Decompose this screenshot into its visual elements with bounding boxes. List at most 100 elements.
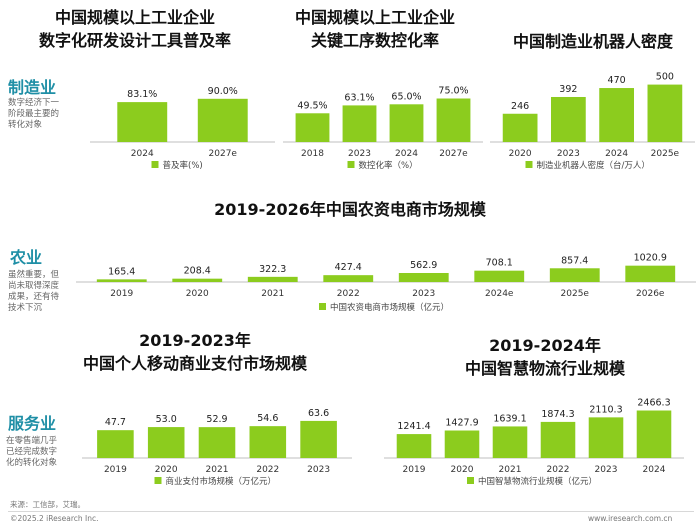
chart-c6: 1241.4 2019 1427.9 2020 1639.1 2021 1874.3 2022… [384,398,684,487]
chart-title-c3: 中国制造业机器人密度 [512,32,673,51]
chart-title-c5: 2019-2023年 中国个人移动商业支付市场规模 [82,331,307,373]
c4-data-label-3: 427.4 [335,262,362,273]
c6-category-label-3: 2022 [547,465,570,475]
c6-bar-5 [636,410,672,458]
c4-bar-0 [96,279,147,282]
c4-category-label-6: 2025e [561,289,590,299]
chart-c4: 165.4 2019 208.4 2020 322.3 2021 427.4 2022 562.… [76,253,696,313]
c2-bar-1 [342,105,377,142]
c2-category-label-0: 2018 [301,149,324,159]
c3-data-label-3: 500 [656,72,674,83]
c2-data-label-0: 49.5% [297,100,327,111]
c4-bar-6 [549,268,600,282]
c6-category-label-4: 2023 [595,465,618,475]
c5-category-label-3: 2022 [256,465,279,475]
c6-data-label-2: 1639.1 [493,413,526,424]
section-desc-services: 在零售端几乎 已经完成数字 化的转化对象 [6,436,58,468]
c2-bar-0 [295,113,330,142]
c6-category-label-0: 2019 [403,465,426,475]
c5-data-label-1: 53.0 [156,414,177,425]
footer-copyright: ©2025.2 iResearch Inc. [10,514,99,523]
c4-data-label-5: 708.1 [486,258,513,269]
c6-bar-1 [444,430,480,458]
c1-legend-label: 普及率(%) [163,160,203,171]
c6-bar-4 [588,417,624,458]
c6-data-label-4: 2110.3 [589,404,622,415]
footer-source: 来源：工信部，艾瑞。 [10,500,85,509]
c3-data-label-2: 470 [608,75,626,86]
c6-data-label-5: 2466.3 [637,398,670,409]
c3-category-label-0: 2020 [509,149,532,159]
c4-bar-4 [398,272,449,282]
c1-category-label-0: 2024 [131,149,154,159]
c4-data-label-4: 562.9 [410,260,437,271]
chart-title-c6: 2019-2024年 中国智慧物流行业规模 [464,336,625,378]
c5-category-label-1: 2020 [155,465,178,475]
c4-category-label-2: 2021 [261,289,284,299]
c5-data-label-4: 63.6 [308,408,329,419]
c1-data-label-0: 83.1% [127,89,157,100]
c2-bar-3 [436,98,471,142]
c3-bar-3 [647,84,683,142]
c6-data-label-3: 1874.3 [541,409,574,420]
c4-legend-swatch [319,303,326,310]
c4-bar-3 [323,275,374,282]
c3-legend-label: 制造业机器人密度（台/万人） [537,160,650,171]
footer-divider [8,511,694,512]
c4-data-label-7: 1020.9 [634,253,667,264]
c3-data-label-1: 392 [559,84,577,95]
c2-legend-swatch [347,161,355,168]
c3-legend-swatch [525,161,533,168]
chart-c1: 83.1% 2024 90.0% 2027e 普及率(%) [90,86,275,171]
c6-data-label-0: 1241.4 [397,421,430,432]
c1-bar-0 [117,102,168,142]
c2-data-label-2: 65.0% [391,91,421,102]
c2-category-label-2: 2024 [395,149,418,159]
section-desc-manufacturing: 数字经济下一 阶段最主要的 转化对象 [8,98,60,130]
chart-title-c2: 中国规模以上工业企业 关键工序数控化率 [294,8,455,50]
c3-category-label-2: 2024 [605,149,628,159]
c2-bar-2 [389,104,424,142]
c2-data-label-1: 63.1% [344,92,374,103]
c5-data-label-3: 54.6 [257,413,278,424]
chart-c3: 246 2020 392 2023 470 2024 500 2025e制造业机器人密度（台/… [490,72,695,171]
c4-data-label-2: 322.3 [259,264,286,275]
c4-category-label-0: 2019 [110,289,133,299]
c4-bar-5 [474,270,525,282]
c4-category-label-4: 2023 [412,289,435,299]
chart-title-c1: 中国规模以上工业企业 数字化研发设计工具普及率 [38,8,231,50]
c5-bar-0 [97,430,134,458]
c6-data-label-1: 1427.9 [445,417,478,428]
c2-category-label-1: 2023 [348,149,371,159]
c5-data-label-2: 52.9 [206,414,227,425]
c6-legend-swatch [467,477,474,484]
c5-bar-3 [249,426,287,458]
c4-bar-7 [625,265,676,282]
c5-legend-swatch [154,477,162,484]
c3-data-label-0: 246 [511,101,529,112]
c6-category-label-2: 2021 [499,465,522,475]
section-desc-agriculture: 虽然重要，但 尚未取得深度 成果，还有待 技术下沉 [8,270,60,313]
c4-bar-1 [172,278,223,282]
c2-legend-label: 数控化率（%） [359,160,418,171]
c4-category-label-1: 2020 [186,289,209,299]
section-label-services: 服务业 [8,414,57,433]
c4-data-label-1: 208.4 [184,266,211,277]
chart-c5: 47.7 2019 53.0 2020 52.9 2021 54.6 2022 63.6 2023… [82,408,352,487]
c6-legend-label: 中国智慧物流行业规模（亿元） [478,476,597,487]
c6-bar-3 [540,421,576,458]
c5-category-label-0: 2019 [104,465,127,475]
c2-category-label-3: 2027e [439,149,468,159]
c6-category-label-5: 2024 [643,465,666,475]
c1-legend-swatch [151,161,159,168]
c5-bar-4 [300,420,337,458]
c5-legend-label: 商业支付市场规模（万亿元） [166,476,277,487]
c4-bar-2 [247,276,298,282]
c4-category-label-7: 2026e [636,289,665,299]
c6-category-label-1: 2020 [451,465,474,475]
section-label-manufacturing: 制造业 [8,78,57,97]
c1-data-label-1: 90.0% [208,86,238,97]
footer-site: www.iresearch.com.cn [588,514,673,523]
c5-data-label-0: 47.7 [105,417,126,428]
c5-category-label-4: 2023 [307,465,330,475]
